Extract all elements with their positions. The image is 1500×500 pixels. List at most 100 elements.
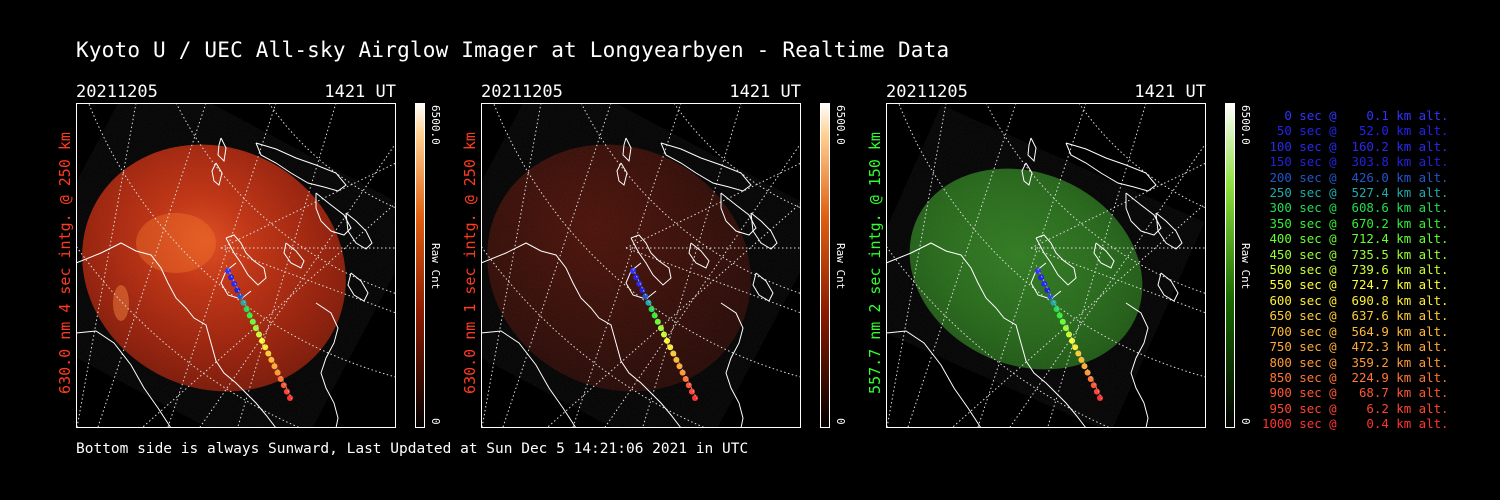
trajectory-point — [280, 382, 287, 389]
geo-grid — [481, 103, 801, 428]
legend-row: 0 sec @ 0.1 km alt. — [1262, 108, 1449, 123]
trajectory-point — [268, 356, 275, 363]
trajectory-point — [661, 331, 667, 338]
legend-row: 150 sec @ 303.8 km alt. — [1262, 154, 1449, 170]
trajectory-point — [673, 356, 680, 363]
colorbar-min: 0 — [1239, 418, 1252, 425]
geo-grid — [886, 103, 1206, 428]
trajectory-point — [1090, 382, 1097, 389]
colorbar-max: 6500.0 — [1239, 105, 1252, 145]
legend-row: 600 sec @ 690.8 km alt. — [1262, 292, 1449, 308]
trajectory-point — [252, 325, 259, 332]
colorbar-title: Raw Cnt — [1239, 243, 1252, 290]
trajectory-point — [228, 274, 235, 281]
trajectory-point — [685, 382, 692, 389]
legend-row: 900 sec @ 68.7 km alt. — [1262, 385, 1449, 401]
trajectory-point — [1041, 280, 1048, 287]
panel-time: 1421 UT — [729, 82, 801, 102]
panel-frame — [481, 103, 801, 428]
trajectory-point — [1087, 375, 1094, 382]
colorbar-min: 0 — [429, 418, 442, 425]
legend-row: 450 sec @ 735.5 km alt. — [1262, 246, 1449, 262]
allsky-panel-1 — [76, 103, 425, 428]
legend-row: 850 sec @ 224.9 km alt. — [1262, 369, 1449, 385]
trajectory-point — [688, 388, 695, 395]
legend-row: 700 sec @ 564.9 km alt. — [1262, 323, 1449, 339]
legend-row: 400 sec @ 712.4 km alt. — [1262, 231, 1449, 247]
trajectory-point — [670, 350, 677, 357]
trajectory-point — [271, 363, 278, 370]
legend-row: 500 sec @ 739.6 km alt. — [1262, 262, 1449, 278]
trajectory-point — [682, 375, 689, 382]
rocket-trajectory — [630, 264, 698, 401]
trajectory-point — [1084, 369, 1091, 376]
trajectory-point — [1097, 395, 1103, 401]
trajectory-point — [262, 344, 269, 351]
footer-note: Bottom side is always Sunward, Last Upda… — [76, 441, 749, 457]
trajectory-point — [231, 280, 238, 287]
coastline — [481, 137, 778, 428]
colorbar-title: Raw Cnt — [834, 243, 847, 290]
legend-row: 950 sec @ 6.2 km alt. — [1262, 400, 1449, 416]
panel-date: 20211205 — [76, 82, 158, 102]
trajectory-point — [692, 395, 698, 401]
trajectory-point — [648, 306, 655, 313]
legend-row: 350 sec @ 670.2 km alt. — [1262, 215, 1449, 231]
trajectory-point — [1062, 325, 1069, 332]
colorbar-max: 6500.0 — [429, 105, 442, 145]
panel-frame — [76, 103, 396, 428]
legend-row: 800 sec @ 359.2 km alt. — [1262, 354, 1449, 370]
colorbar — [1225, 103, 1235, 428]
trajectory-point — [1078, 356, 1085, 363]
colorbar — [820, 103, 830, 428]
panel-time: 1421 UT — [324, 82, 396, 102]
trajectory-point — [287, 395, 293, 401]
panel-time: 1421 UT — [1134, 82, 1206, 102]
trajectory-point — [679, 369, 686, 376]
trajectory-point — [1066, 331, 1072, 338]
legend-row: 300 sec @ 608.6 km alt. — [1262, 200, 1449, 216]
trajectory-point — [676, 363, 683, 370]
trajectory-point — [1081, 363, 1088, 370]
panel-frame — [886, 103, 1206, 428]
trajectory-point — [1075, 350, 1082, 357]
page-title: Kyoto U / UEC All-sky Airglow Imager at … — [76, 38, 950, 62]
colorbar — [415, 103, 425, 428]
trajectory-point — [633, 274, 640, 281]
trajectory-point — [1038, 274, 1045, 281]
panel-date: 20211205 — [481, 82, 563, 102]
trajectory-point — [1072, 344, 1079, 351]
colorbar-min: 0 — [834, 418, 847, 425]
legend-row: 100 sec @ 160.2 km alt. — [1262, 138, 1449, 154]
filter-label: 630.0 nm 1 sec intg. @ 250 km — [461, 132, 479, 394]
trajectory-point — [657, 325, 664, 332]
legend-row: 650 sec @ 637.6 km alt. — [1262, 308, 1449, 324]
legend-row: 250 sec @ 527.4 km alt. — [1262, 185, 1449, 201]
legend-row: 1000 sec @ 0.4 km alt. — [1262, 416, 1449, 432]
geo-grid — [76, 103, 396, 428]
allsky-panel-3 — [886, 103, 1235, 428]
trajectory-point — [1069, 337, 1076, 344]
rocket-trajectory — [1035, 264, 1103, 401]
trajectory-point — [277, 375, 284, 382]
trajectory-point — [664, 337, 671, 344]
trajectory-point — [240, 299, 247, 306]
trajectory-point — [636, 280, 643, 287]
trajectory-point — [274, 369, 281, 376]
allsky-panel-2 — [481, 103, 830, 428]
legend-row: 200 sec @ 426.0 km alt. — [1262, 169, 1449, 185]
legend-row: 750 sec @ 472.3 km alt. — [1262, 339, 1449, 355]
trajectory-point — [667, 344, 674, 351]
trajectory-point — [265, 350, 272, 357]
trajectory-point — [1050, 299, 1057, 306]
trajectory-point — [1053, 306, 1060, 313]
trajectory-point — [645, 299, 652, 306]
panel-date: 20211205 — [886, 82, 968, 102]
trajectory-point — [256, 331, 262, 338]
trajectory-legend: 0 sec @ 0.1 km alt. 50 sec @ 52.0 km alt… — [1262, 108, 1449, 432]
trajectory-point — [1093, 388, 1100, 395]
trajectory-point — [259, 337, 266, 344]
coastline — [76, 137, 373, 428]
trajectory-point — [243, 306, 250, 313]
